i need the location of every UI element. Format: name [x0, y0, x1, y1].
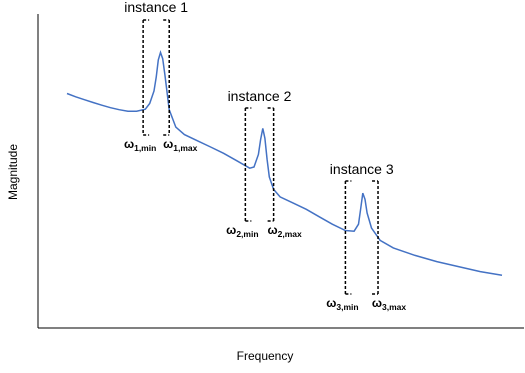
omega-3-max-label-symbol: ω [372, 296, 382, 310]
omega-3-min-label: ω3,min [326, 296, 358, 312]
omega-2-max-label: ω2,max [268, 223, 303, 239]
omega-1-min-label-symbol: ω [124, 137, 134, 151]
omega-2-min-label-subscript: 2,min [236, 229, 258, 239]
y-axis-label: Magnitude [6, 144, 20, 200]
magnitude-curve [66, 49, 503, 277]
omega-2-min-label: ω2,min [226, 223, 258, 239]
omega-2-min-label-symbol: ω [226, 223, 236, 237]
omega-1-max-label: ω1,max [163, 137, 198, 153]
omega-3-min-label-symbol: ω [326, 296, 336, 310]
omega-1-max-label-symbol: ω [163, 137, 173, 151]
omega-1-min-label-subscript: 1,min [134, 143, 156, 153]
omega-1-min-label: ω1,min [124, 137, 156, 153]
omega-2-max-label-subscript: 2,max [278, 229, 302, 239]
omega-2-max-label-symbol: ω [268, 223, 278, 237]
omega-3-max-label-subscript: 3,max [382, 302, 406, 312]
omega-3-min-label-subscript: 3,min [336, 302, 358, 312]
omega-3-max-label: ω3,max [372, 296, 407, 312]
omega-1-max-label-subscript: 1,max [173, 143, 197, 153]
instance-2-title: instance 2 [228, 88, 292, 104]
instance-3-title: instance 3 [330, 161, 394, 177]
instance-1-title: instance 1 [124, 0, 188, 15]
x-axis-label: Frequency [237, 349, 294, 363]
